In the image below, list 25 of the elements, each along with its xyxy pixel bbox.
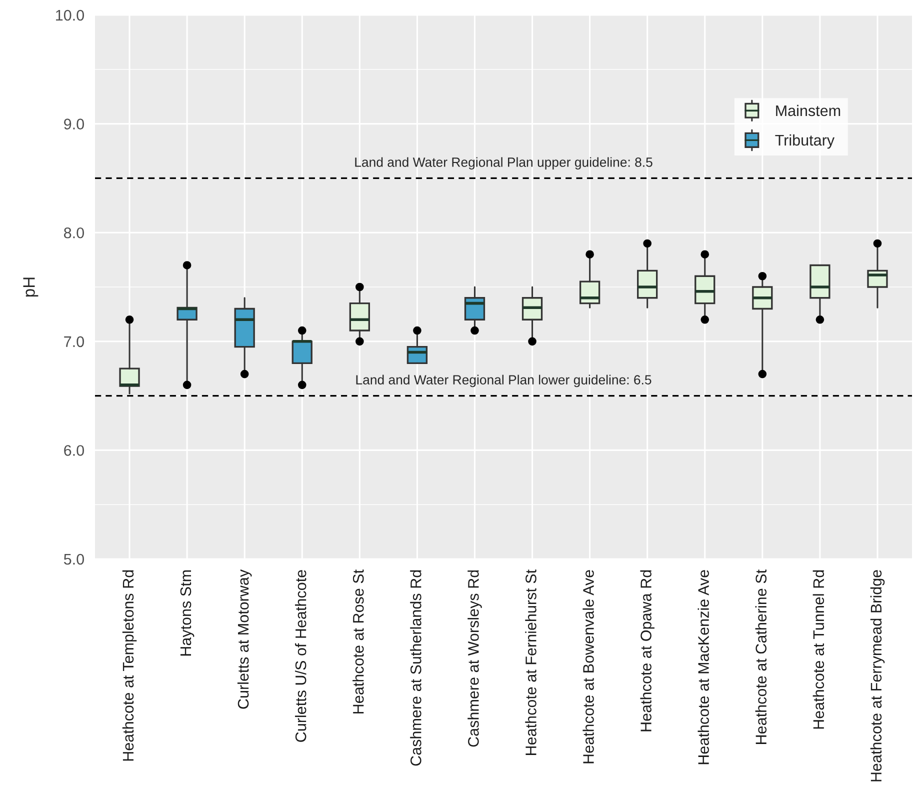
y-tick-label: 9.0 [64,118,84,130]
y-tick-label: 6.0 [64,445,84,456]
x-tick-label: Cashmere at Sutherlands Rd [410,570,422,766]
x-tick-label: Haytons Stm [180,570,194,656]
x-tick-label: Heathcote at Ferrymead Bridge [870,570,885,782]
x-tick-label: Heathcote at Catherine St [755,570,767,744]
legend-label: Mainstem [776,104,840,116]
x-tick-label: Heathcote at Tunnel Rd [812,570,824,729]
ref-line-label: Land and Water Regional Plan upper guideline: 8.5 [355,157,652,170]
y-tick-label: 7.0 [64,336,84,348]
x-tick-label: Curletts U/S of Heathcote [295,570,306,742]
x-tick-label: Heathcote at MacKenzie Ave [698,570,709,764]
x-tick-label: Heathcote at Rose St [352,570,364,714]
ref-line-label: Land and Water Regional Plan lower guideline: 6.5 [356,374,652,388]
y-tick-label: 8.0 [64,227,84,238]
x-tick-label: Heathcote at Templetons Rd [122,570,137,761]
x-tick-label: Heathcote at Opawa Rd [640,570,654,732]
legend-label: Tributary [775,134,835,149]
y-tick-label: 5.0 [64,554,84,565]
x-tick-label: Cashmere at Worsleys Rd [468,570,482,747]
y-tick-label: 10.0 [56,10,84,21]
x-tick-label: Heathcote at Ferniehurst St [525,570,536,755]
x-tick-label: Curletts at Motorway [237,569,252,709]
x-tick-label: Heathcote at Bowenvale Ave [582,570,594,764]
y-axis-title: pH [23,278,38,297]
